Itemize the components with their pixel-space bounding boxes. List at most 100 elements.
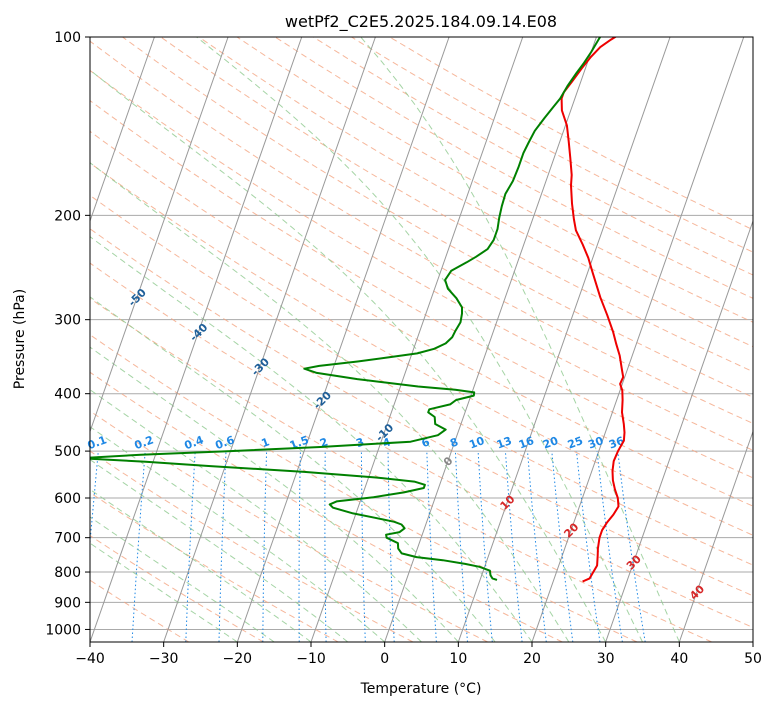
mixing-ratio-label: 36 bbox=[607, 434, 626, 452]
mixing-ratio-line bbox=[387, 451, 395, 642]
x-tick-label: 30 bbox=[597, 651, 615, 667]
y-axis-ticks: 100 200 300 400 500 600 700 800 900 1000 bbox=[45, 30, 90, 638]
dry-adiabat bbox=[90, 262, 753, 629]
y-tick-label: 500 bbox=[54, 444, 81, 460]
y-axis-label: Pressure (hPa) bbox=[12, 289, 28, 389]
profile-lines bbox=[90, 37, 626, 583]
x-tick-label: 10 bbox=[449, 651, 467, 667]
moist-adiabat bbox=[90, 346, 459, 642]
isotherm-line bbox=[384, 37, 597, 642]
isotherm-line bbox=[90, 37, 229, 434]
x-tick-label: −30 bbox=[149, 651, 179, 667]
mixing-ratio-line bbox=[298, 451, 301, 642]
moist-adiabat bbox=[90, 516, 275, 642]
dry-adiabat bbox=[90, 297, 712, 642]
mixing-ratio-label: 0.1 bbox=[86, 433, 109, 452]
moist-adiabat bbox=[360, 37, 680, 642]
isotherm-line bbox=[457, 37, 671, 642]
moist-adiabat bbox=[196, 37, 643, 642]
dry-adiabat bbox=[274, 37, 753, 299]
mixing-ratio-label: 0.6 bbox=[213, 433, 236, 452]
dry-adiabat bbox=[90, 579, 190, 642]
mixing-ratio-label: 20 bbox=[541, 434, 560, 452]
isotherm-line bbox=[310, 37, 524, 642]
y-tick-label: 900 bbox=[54, 595, 81, 611]
x-tick-label: −40 bbox=[75, 651, 105, 667]
mixing-ratio-line bbox=[504, 451, 523, 642]
mixing-ratio-line bbox=[90, 451, 99, 549]
plot-frame bbox=[89, 36, 754, 643]
x-tick-label: 20 bbox=[523, 651, 541, 667]
y-tick-label: 400 bbox=[54, 387, 81, 403]
mixing-ratio-line bbox=[527, 451, 547, 642]
mixing-ratio-label: 2 bbox=[318, 435, 330, 450]
mixing-ratio-label: 1 bbox=[260, 435, 272, 450]
x-tick-label: 50 bbox=[744, 651, 762, 667]
isotherm-line bbox=[236, 37, 450, 642]
mixing-ratio-label: 13 bbox=[495, 434, 514, 451]
moist-adiabat bbox=[90, 69, 607, 642]
x-tick-label: −10 bbox=[296, 651, 326, 667]
dry-adiabat bbox=[90, 162, 753, 536]
moist-adiabat bbox=[90, 162, 570, 642]
y-tick-label: 100 bbox=[54, 30, 81, 46]
dry-adiabat bbox=[90, 534, 264, 642]
dry-adiabats bbox=[90, 37, 753, 642]
mixing-ratio-line bbox=[218, 451, 227, 642]
mixing-ratio-line bbox=[477, 451, 493, 642]
y-tick-label: 700 bbox=[54, 531, 81, 547]
mixing-ratio-label: 0.4 bbox=[183, 433, 206, 452]
mixing-ratio-label: 3 bbox=[354, 435, 366, 450]
dry-adiabat bbox=[90, 334, 638, 642]
mixing-ratio-line bbox=[596, 451, 623, 642]
dry-adiabat bbox=[90, 371, 563, 642]
mixing-ratio-label: 6 bbox=[420, 435, 432, 450]
isotherm-line bbox=[90, 37, 303, 642]
moist-adiabats bbox=[90, 37, 680, 642]
mixing-ratio-label: 25 bbox=[566, 434, 585, 451]
dry-adiabat bbox=[90, 130, 753, 507]
dry-adiabat bbox=[90, 410, 488, 642]
moist-adiabat bbox=[90, 426, 386, 642]
dry-adiabat bbox=[90, 99, 753, 479]
dry-adiabat bbox=[90, 69, 753, 451]
y-tick-label: 1000 bbox=[45, 622, 81, 638]
mixing-ratio-line bbox=[454, 451, 468, 642]
isotherm-line bbox=[163, 37, 376, 642]
y-tick-label: 600 bbox=[54, 491, 81, 507]
mixing-ratio-line bbox=[426, 451, 437, 642]
x-tick-label: 40 bbox=[670, 651, 688, 667]
mixing-ratio-line bbox=[262, 451, 268, 642]
moist-adiabat bbox=[90, 389, 422, 642]
moist-adiabat bbox=[90, 542, 238, 642]
dry-adiabat bbox=[160, 37, 753, 373]
mixing-ratio-label: 8 bbox=[448, 435, 460, 450]
x-tick-label: −20 bbox=[223, 651, 253, 667]
mixing-ratio-line bbox=[185, 451, 196, 642]
chart-title: wetPf2_C2E5.2025.184.09.14.E08 bbox=[285, 12, 557, 32]
moist-adiabat bbox=[90, 296, 496, 642]
dry-adiabat bbox=[122, 37, 753, 398]
y-tick-label: 300 bbox=[54, 313, 81, 329]
moist-adiabat bbox=[90, 236, 533, 642]
x-axis-label: Temperature (°C) bbox=[360, 681, 482, 697]
dry-adiabat bbox=[90, 492, 339, 642]
y-tick-label: 200 bbox=[54, 208, 81, 224]
mixing-ratio-label: 30 bbox=[586, 434, 605, 452]
skewed-isotherms bbox=[90, 37, 753, 642]
mixing-ratio-label: 16 bbox=[517, 434, 536, 452]
y-tick-label: 800 bbox=[54, 565, 81, 581]
mixing-ratio-line bbox=[551, 451, 574, 642]
mixing-ratio-line bbox=[324, 451, 327, 642]
mixing-ratio-label: 0.2 bbox=[133, 433, 156, 452]
mixing-ratio-label: 10 bbox=[467, 434, 486, 452]
x-axis-ticks: −40 −30 −20 −10 0 10 20 30 40 50 bbox=[75, 642, 762, 667]
isotherm-line bbox=[531, 37, 745, 642]
dry-adiabat bbox=[90, 228, 753, 597]
dewpoint-line bbox=[90, 37, 602, 581]
isotherm-line bbox=[678, 430, 753, 642]
mixing-ratio-line bbox=[617, 451, 646, 642]
x-tick-label: 0 bbox=[380, 651, 389, 667]
mixing-ratio-line bbox=[576, 451, 601, 642]
